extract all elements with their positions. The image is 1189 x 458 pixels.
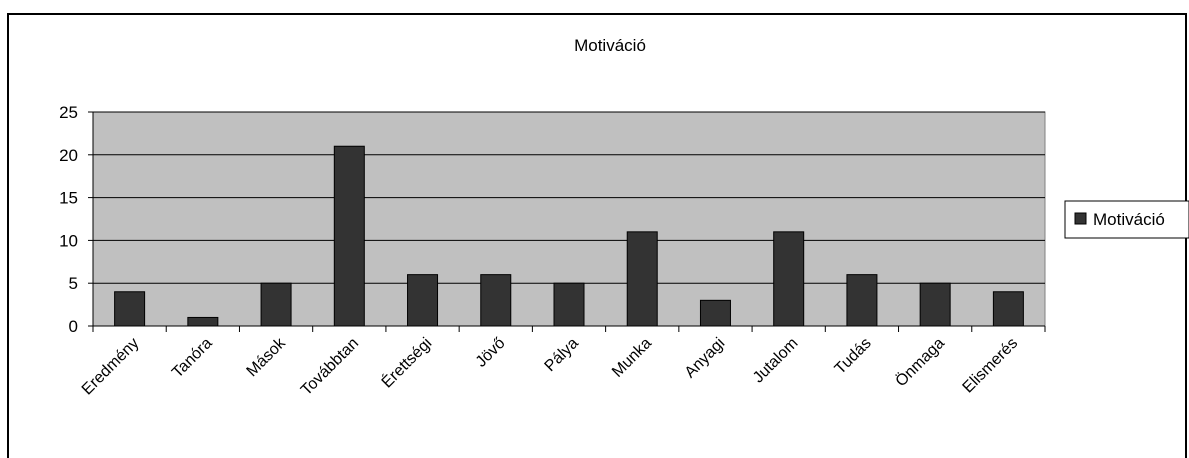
x-category-label: Pálya <box>542 335 582 375</box>
y-tick-label: 25 <box>59 103 78 122</box>
y-tick-label: 0 <box>69 317 78 336</box>
x-category-label: Továbbtan <box>298 335 362 399</box>
bar-eredmény <box>114 291 146 327</box>
plot-area: 0 5 10 15 20 25 Eredmény Tanóra Mások Továbbtan Ér… <box>59 103 1046 399</box>
x-category-label: Jutalom <box>750 335 802 387</box>
bar-érettségi <box>407 274 439 327</box>
bar-jutalom <box>773 231 805 327</box>
x-category-label: Anyagi <box>682 335 729 382</box>
x-category-label: Tanóra <box>169 335 216 382</box>
y-tick-label: 15 <box>59 189 78 208</box>
bar-tanóra <box>187 316 219 327</box>
bar-önmaga <box>919 282 951 327</box>
legend-label: Motiváció <box>1093 210 1165 229</box>
bar-mások <box>260 282 292 327</box>
x-category-label: Önmaga <box>892 334 948 390</box>
legend: Motiváció <box>1064 200 1189 239</box>
x-category-label: Elismerés <box>960 335 1022 397</box>
y-tick-label: 5 <box>69 274 78 293</box>
y-tick-label: 10 <box>59 231 78 250</box>
legend-box <box>1064 200 1189 239</box>
bar-pálya <box>553 282 585 327</box>
x-category-label: Jövő <box>473 335 509 371</box>
x-category-label: Eredmény <box>79 335 143 399</box>
chart-title: Motiváció <box>574 36 646 55</box>
x-category-label: Tudás <box>832 335 875 378</box>
bar-munka <box>626 231 658 327</box>
x-category-label: Munka <box>609 335 655 381</box>
bar-továbbtan <box>333 145 365 327</box>
bar-tudás <box>846 274 878 327</box>
x-category-label: Érettségi <box>377 333 435 391</box>
legend-swatch <box>1074 212 1087 225</box>
bar-elismerés <box>992 291 1024 327</box>
y-tick-label: 20 <box>59 146 78 165</box>
bar-anyagi <box>699 299 731 327</box>
bar-jövő <box>480 274 512 327</box>
x-category-label: Mások <box>244 334 290 380</box>
